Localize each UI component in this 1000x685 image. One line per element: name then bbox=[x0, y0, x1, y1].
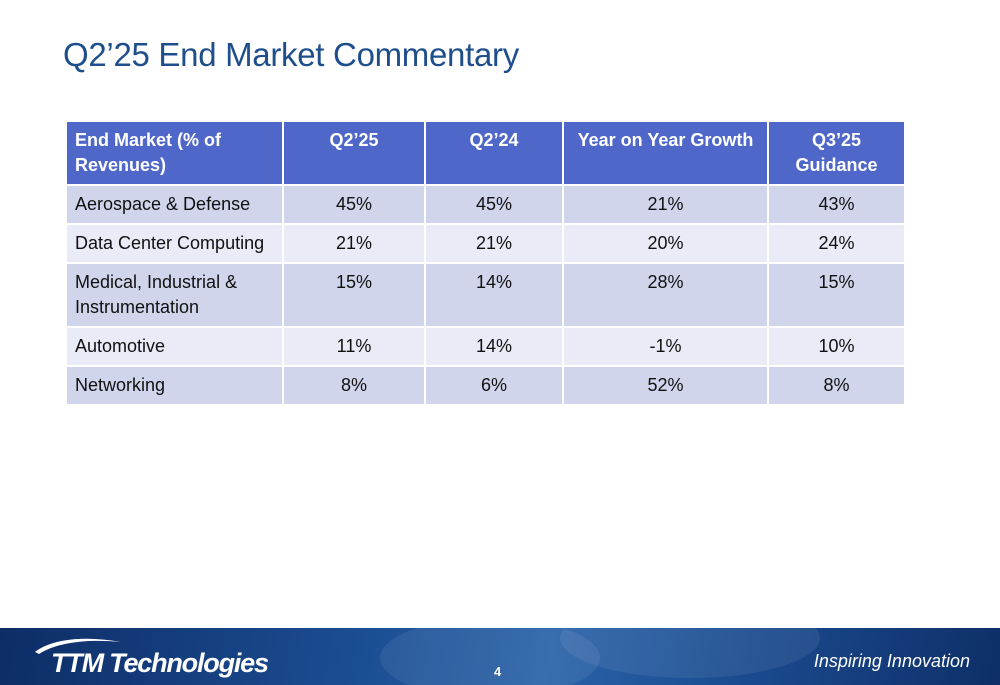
table-row: Automotive 11% 14% -1% 10% bbox=[65, 326, 906, 367]
cell-q2-25: 11% bbox=[282, 326, 426, 367]
cell-q2-24: 6% bbox=[424, 365, 564, 406]
table-row: Networking 8% 6% 52% 8% bbox=[65, 365, 906, 406]
table-row: Aerospace & Defense 45% 45% 21% 43% bbox=[65, 184, 906, 225]
cell-q2-24: 21% bbox=[424, 223, 564, 264]
cell-end-market: Networking bbox=[65, 365, 284, 406]
footer-texture bbox=[560, 628, 820, 678]
cell-q2-25: 45% bbox=[282, 184, 426, 225]
header-q2-25: Q2’25 bbox=[282, 120, 426, 186]
table-row: Medical, Industrial & Instrumentation 15… bbox=[65, 262, 906, 328]
cell-q2-24: 14% bbox=[424, 326, 564, 367]
cell-q3-25-guidance: 24% bbox=[767, 223, 906, 264]
cell-yoy-growth: 28% bbox=[562, 262, 769, 328]
cell-end-market: Data Center Computing bbox=[65, 223, 284, 264]
table-row: Data Center Computing 21% 21% 20% 24% bbox=[65, 223, 906, 264]
end-market-table: End Market (% of Revenues) Q2’25 Q2’24 Y… bbox=[65, 120, 906, 406]
cell-end-market: Aerospace & Defense bbox=[65, 184, 284, 225]
footer-texture bbox=[380, 628, 600, 685]
cell-q3-25-guidance: 10% bbox=[767, 326, 906, 367]
cell-end-market: Automotive bbox=[65, 326, 284, 367]
header-q2-24: Q2’24 bbox=[424, 120, 564, 186]
header-end-market: End Market (% of Revenues) bbox=[65, 120, 284, 186]
cell-q2-24: 45% bbox=[424, 184, 564, 225]
header-yoy-growth: Year on Year Growth bbox=[562, 120, 769, 186]
logo-text: TTM Technologies bbox=[51, 648, 269, 678]
cell-yoy-growth: 20% bbox=[562, 223, 769, 264]
cell-q2-24: 14% bbox=[424, 262, 564, 328]
cell-q3-25-guidance: 8% bbox=[767, 365, 906, 406]
cell-q2-25: 21% bbox=[282, 223, 426, 264]
cell-q2-25: 8% bbox=[282, 365, 426, 406]
page-number: 4 bbox=[494, 664, 502, 679]
company-logo: TTM Technologies bbox=[33, 636, 293, 680]
tagline: Inspiring Innovation bbox=[813, 651, 970, 671]
logo-swoosh-icon bbox=[35, 638, 121, 654]
cell-end-market: Medical, Industrial & Instrumentation bbox=[65, 262, 284, 328]
cell-q3-25-guidance: 15% bbox=[767, 262, 906, 328]
cell-yoy-growth: 52% bbox=[562, 365, 769, 406]
cell-yoy-growth: 21% bbox=[562, 184, 769, 225]
cell-q2-25: 15% bbox=[282, 262, 426, 328]
header-q3-25-guidance: Q3’25 Guidance bbox=[767, 120, 906, 186]
slide-title: Q2’25 End Market Commentary bbox=[63, 36, 519, 73]
cell-yoy-growth: -1% bbox=[562, 326, 769, 367]
cell-q3-25-guidance: 43% bbox=[767, 184, 906, 225]
footer-bar: TTM Technologies Inspiring Innovation bbox=[0, 628, 1000, 685]
table-header-row: End Market (% of Revenues) Q2’25 Q2’24 Y… bbox=[65, 120, 906, 186]
